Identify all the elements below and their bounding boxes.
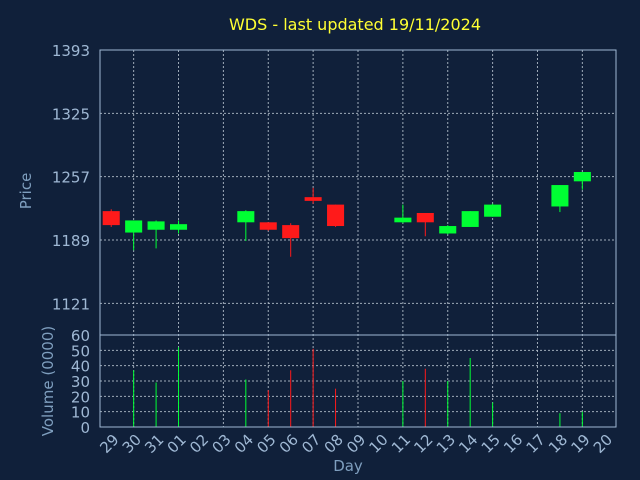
volume-tick-label: 0 <box>80 419 90 437</box>
price-tick-label: 1393 <box>52 42 90 60</box>
volume-tick-label: 10 <box>71 404 90 422</box>
candle-body <box>484 204 502 217</box>
price-tick-label: 1325 <box>52 105 90 123</box>
candle-body <box>394 217 412 223</box>
candle-body <box>304 197 322 201</box>
candle-body <box>416 212 434 223</box>
volume-tick-label: 20 <box>71 388 90 406</box>
candles <box>102 172 591 257</box>
candle-body <box>147 221 165 230</box>
volume-bars <box>133 347 583 427</box>
price-tick-label: 1257 <box>52 169 90 187</box>
volume-tick-label: 60 <box>71 327 90 345</box>
candle-body <box>169 224 188 230</box>
price-axis-label: Price <box>17 173 35 210</box>
candle-body <box>551 185 569 207</box>
candle-body <box>573 172 591 182</box>
candle-body <box>102 211 120 226</box>
candle-body <box>282 225 300 239</box>
candle-body <box>237 211 255 223</box>
candle-body <box>461 211 479 227</box>
candle-body <box>327 204 345 227</box>
candle-body <box>125 220 143 233</box>
chart-title: WDS - last updated 19/11/2024 <box>229 15 481 34</box>
grid <box>100 49 616 427</box>
candle-body <box>439 226 457 234</box>
candle-body <box>259 222 277 230</box>
tick-labels: 1121118912571325139301020304050602930310… <box>52 42 616 457</box>
price-panel-frame <box>99 49 617 336</box>
price-tick-label: 1121 <box>52 295 90 313</box>
price-tick-label: 1189 <box>52 232 90 250</box>
volume-tick-label: 50 <box>71 342 90 360</box>
volume-axis-label: Volume (0000) <box>39 326 57 436</box>
volume-panel-frame <box>99 334 617 428</box>
x-tick-label: 20 <box>590 431 616 457</box>
volume-tick-label: 40 <box>71 358 90 376</box>
x-axis-label: Day <box>333 457 363 475</box>
volume-tick-label: 30 <box>71 373 90 391</box>
